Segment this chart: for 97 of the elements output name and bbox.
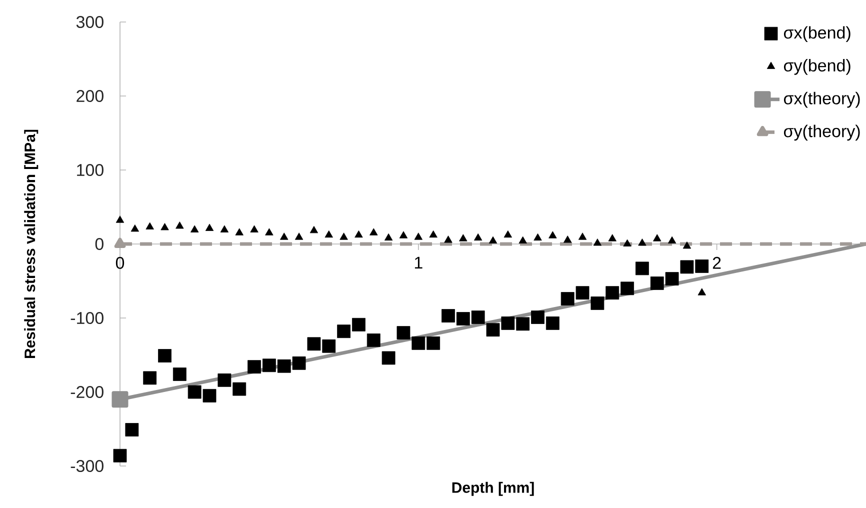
point — [125, 423, 139, 436]
point — [382, 351, 396, 365]
point — [307, 337, 321, 351]
point — [456, 312, 470, 326]
point — [396, 326, 410, 340]
point — [650, 276, 664, 290]
point — [366, 334, 380, 347]
y-tick-label: 300 — [76, 16, 104, 28]
point — [548, 231, 557, 238]
point — [518, 236, 527, 244]
y-tick-label: -200 — [70, 386, 104, 398]
point — [471, 310, 485, 324]
legend-label: σx(theory) — [784, 92, 860, 108]
point — [608, 234, 616, 242]
point — [698, 288, 706, 296]
point — [680, 260, 694, 274]
point — [248, 360, 261, 374]
point — [310, 226, 318, 234]
legend-label: σx(bend) — [784, 26, 850, 42]
point — [354, 230, 363, 238]
point — [146, 222, 154, 230]
point — [202, 389, 216, 402]
point — [531, 310, 544, 324]
point — [113, 448, 127, 462]
point — [176, 222, 184, 229]
point — [116, 216, 124, 223]
point — [623, 239, 632, 246]
point — [442, 309, 455, 322]
point — [695, 260, 709, 273]
point — [158, 349, 172, 362]
point — [564, 236, 572, 243]
point — [504, 230, 512, 238]
point — [638, 238, 646, 246]
point — [235, 228, 244, 236]
point — [593, 238, 602, 246]
y-tick-label: -100 — [70, 312, 104, 324]
point — [352, 318, 366, 332]
point — [412, 336, 426, 350]
point — [620, 282, 634, 296]
x-tick-label: 2 — [712, 256, 721, 269]
point — [112, 391, 128, 408]
point — [578, 232, 587, 240]
point — [486, 323, 500, 337]
point — [172, 368, 186, 381]
point — [636, 262, 649, 276]
point — [324, 230, 333, 238]
point — [340, 232, 348, 240]
point — [429, 230, 438, 238]
point — [143, 371, 157, 385]
point — [160, 223, 169, 230]
point — [370, 228, 378, 236]
point — [444, 236, 452, 243]
point — [250, 225, 258, 232]
x-axis-title: Depth [mm] — [452, 482, 534, 496]
point — [534, 233, 542, 241]
point — [277, 359, 291, 373]
point — [294, 232, 304, 240]
point — [665, 272, 679, 286]
point — [488, 236, 498, 244]
point — [560, 292, 574, 306]
point — [668, 236, 676, 244]
x-tick-label: 1 — [414, 256, 422, 269]
legend-label: σy(theory) — [784, 124, 860, 141]
point — [322, 339, 336, 353]
x-tick-label: 0 — [116, 256, 124, 269]
point — [190, 225, 199, 232]
point — [337, 324, 350, 338]
point — [546, 316, 560, 330]
y-tick-label: -300 — [70, 460, 104, 472]
point — [426, 336, 440, 350]
y-tick-label: 100 — [77, 164, 104, 176]
point — [399, 231, 408, 238]
point — [590, 296, 604, 310]
point — [188, 385, 202, 399]
point — [653, 234, 662, 242]
point — [384, 233, 393, 241]
legend-label: σy(bend) — [784, 59, 850, 75]
point — [130, 224, 140, 232]
point — [232, 382, 246, 396]
point — [576, 286, 590, 300]
point — [516, 317, 530, 331]
point — [265, 228, 274, 236]
point — [501, 316, 515, 330]
y-tick-label: 200 — [76, 90, 104, 102]
point — [292, 356, 306, 370]
point — [606, 286, 620, 300]
point — [280, 232, 288, 240]
point — [459, 234, 468, 242]
point — [205, 224, 214, 231]
y-axis-title: Residual stress validation [MPa] — [24, 130, 38, 358]
point — [414, 232, 422, 240]
point — [262, 358, 276, 372]
point — [682, 242, 692, 249]
y-tick-label: 0 — [95, 238, 104, 250]
point — [474, 233, 482, 241]
point — [218, 373, 232, 387]
point — [220, 225, 229, 232]
